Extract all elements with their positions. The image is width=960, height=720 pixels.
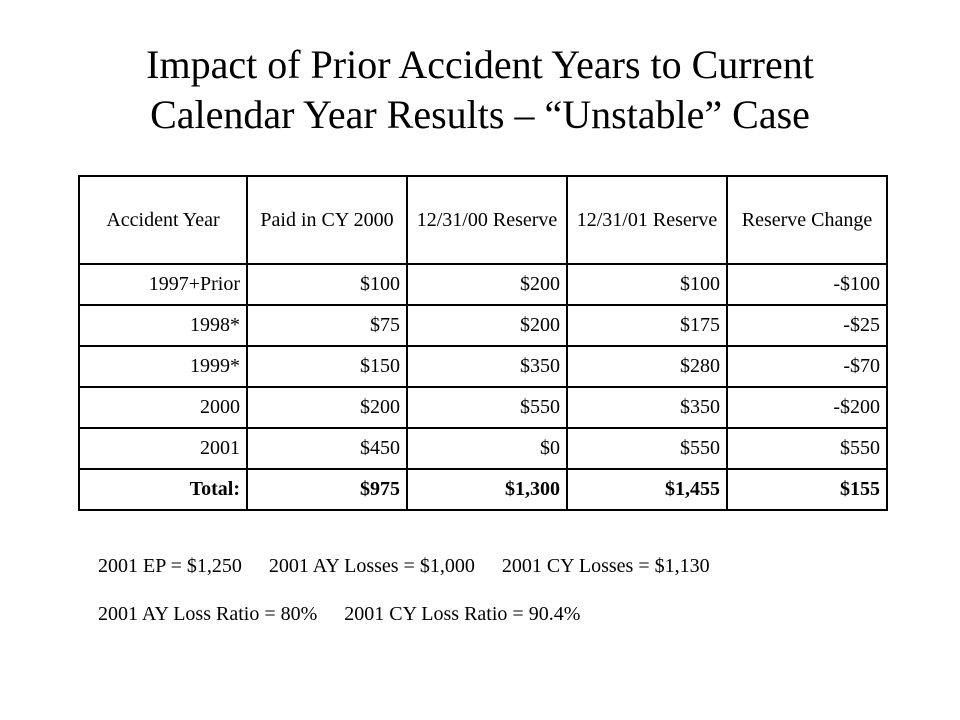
title-line-1: Impact of Prior Accident Years to Curren… <box>146 42 814 87</box>
table-row: 1999* $150 $350 $280 -$70 <box>78 345 888 388</box>
cell-reserve-00: $200 <box>406 304 568 347</box>
cell-paid: $150 <box>246 345 408 388</box>
table-row: 1998* $75 $200 $175 -$25 <box>78 304 888 347</box>
earned-premium-note: 2001 EP = $1,250 <box>98 555 242 577</box>
total-paid: $975 <box>246 468 408 511</box>
cell-accident-year: 1998* <box>78 304 248 347</box>
cell-paid: $450 <box>246 427 408 470</box>
cell-accident-year: 2001 <box>78 427 248 470</box>
total-label: Total: <box>78 468 248 511</box>
cell-reserve-00: $200 <box>406 263 568 306</box>
cell-change: $550 <box>726 427 888 470</box>
cy-loss-ratio-note: 2001 CY Loss Ratio = 90.4% <box>344 603 581 625</box>
cell-paid: $75 <box>246 304 408 347</box>
cell-accident-year: 2000 <box>78 386 248 429</box>
summary-line-2: 2001 AY Loss Ratio = 80% 2001 CY Loss Ra… <box>98 603 602 626</box>
cell-change: -$200 <box>726 386 888 429</box>
table-row: 2000 $200 $550 $350 -$200 <box>78 386 888 429</box>
cell-reserve-00: $550 <box>406 386 568 429</box>
table-header-row: Accident Year Paid in CY 2000 12/31/00 R… <box>78 175 888 265</box>
cell-paid: $100 <box>246 263 408 306</box>
cell-accident-year: 1999* <box>78 345 248 388</box>
cell-reserve-01: $350 <box>566 386 728 429</box>
cell-accident-year: 1997+Prior <box>78 263 248 306</box>
ay-losses-note: 2001 AY Losses = $1,000 <box>268 555 475 577</box>
table-row: 1997+Prior $100 $200 $100 -$100 <box>78 263 888 306</box>
cell-reserve-01: $280 <box>566 345 728 388</box>
header-reserve-change: Reserve Change <box>726 175 888 265</box>
cell-change: -$100 <box>726 263 888 306</box>
cell-change: -$70 <box>726 345 888 388</box>
reserve-table: Accident Year Paid in CY 2000 12/31/00 R… <box>78 175 888 511</box>
title-line-2: Calendar Year Results – “Unstable” Case <box>150 92 810 137</box>
cell-reserve-01: $175 <box>566 304 728 347</box>
total-reserve-01: $1,455 <box>566 468 728 511</box>
cell-reserve-00: $0 <box>406 427 568 470</box>
cell-reserve-01: $100 <box>566 263 728 306</box>
table-total-row: Total: $975 $1,300 $1,455 $155 <box>78 468 888 511</box>
cy-losses-note: 2001 CY Losses = $1,130 <box>501 555 710 577</box>
cell-reserve-01: $550 <box>566 427 728 470</box>
page-title: Impact of Prior Accident Years to Curren… <box>0 40 960 140</box>
header-reserve-12-31-01: 12/31/01 Reserve <box>566 175 728 265</box>
table-row: 2001 $450 $0 $550 $550 <box>78 427 888 470</box>
cell-reserve-00: $350 <box>406 345 568 388</box>
ay-loss-ratio-note: 2001 AY Loss Ratio = 80% <box>98 603 318 625</box>
summary-line-1: 2001 EP = $1,250 2001 AY Losses = $1,000… <box>98 555 732 578</box>
total-change: $155 <box>726 468 888 511</box>
header-paid-cy-2000: Paid in CY 2000 <box>246 175 408 265</box>
total-reserve-00: $1,300 <box>406 468 568 511</box>
cell-change: -$25 <box>726 304 888 347</box>
header-accident-year: Accident Year <box>78 175 248 265</box>
cell-paid: $200 <box>246 386 408 429</box>
header-reserve-12-31-00: 12/31/00 Reserve <box>406 175 568 265</box>
